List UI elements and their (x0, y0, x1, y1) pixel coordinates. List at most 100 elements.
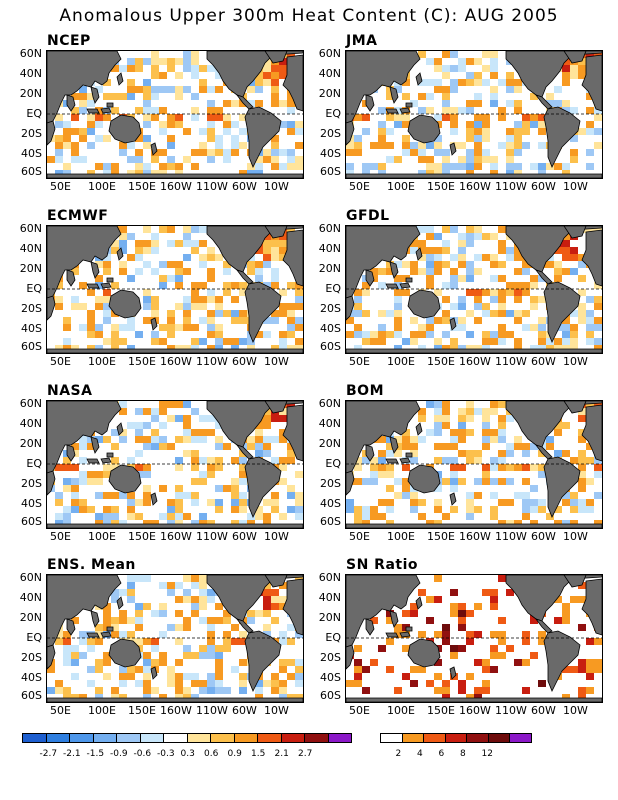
field-cell (271, 93, 279, 100)
anomaly-label: -2.1 (63, 749, 81, 759)
field-cell (594, 317, 602, 324)
field-cell (103, 610, 111, 617)
panel-title: GFDL (346, 208, 390, 224)
field-cell (506, 149, 514, 156)
field-cell (143, 303, 151, 310)
field-cell (514, 464, 522, 471)
sn-ratio-label: 2 (395, 749, 402, 759)
field-cell (482, 254, 490, 261)
field-cell (127, 65, 135, 72)
field-cell (263, 499, 271, 506)
field-cell (450, 275, 458, 282)
field-cell (514, 170, 522, 177)
field-cell (263, 443, 271, 450)
field-cell (346, 317, 354, 324)
field-cell (442, 72, 450, 79)
latitude-label: 40S (320, 322, 341, 335)
field-cell (522, 513, 530, 520)
land-mass (563, 575, 587, 588)
field-cell (95, 296, 103, 303)
field-cell (418, 226, 426, 233)
field-cell (426, 680, 434, 687)
land-mass (385, 277, 413, 289)
field-cell (578, 275, 586, 282)
field-cell (594, 492, 602, 499)
field-cell (183, 673, 191, 680)
field-cell (231, 478, 239, 485)
field-cell (562, 450, 570, 457)
field-cell (530, 114, 538, 121)
field-cell (191, 303, 199, 310)
field-cell (554, 100, 562, 107)
field-cell (418, 631, 426, 638)
field-cell (450, 121, 458, 128)
longitude-label: 160W (459, 180, 491, 193)
field-cell (111, 163, 119, 170)
field-cell (183, 652, 191, 659)
field-cell (394, 261, 402, 268)
longitude-label: 110W (196, 180, 228, 193)
field-cell (175, 520, 183, 527)
figure-title: Anomalous Upper 300m Heat Content (C): A… (59, 6, 559, 26)
field-cell (143, 289, 151, 296)
field-cell (199, 142, 207, 149)
field-cell (466, 79, 474, 86)
land-mass (86, 277, 114, 289)
field-cell (442, 422, 450, 429)
field-cell (127, 58, 135, 65)
field-cell (594, 638, 602, 645)
field-cell (370, 268, 378, 275)
field-cell (378, 142, 386, 149)
field-cell (79, 631, 87, 638)
field-cell (183, 513, 191, 520)
field-cell (346, 163, 354, 170)
field-cell (482, 429, 490, 436)
field-cell (474, 478, 482, 485)
field-cell (378, 331, 386, 338)
field-cell (127, 170, 135, 177)
longitude-label: 160W (160, 180, 192, 193)
field-cell (55, 282, 63, 289)
field-cell (482, 65, 490, 72)
field-cell (63, 638, 71, 645)
field-cell (95, 121, 103, 128)
field-cell (474, 603, 482, 610)
field-cell (151, 240, 159, 247)
field-cell (434, 233, 442, 240)
field-cell (87, 478, 95, 485)
anomaly-swatch (280, 733, 305, 743)
field-cell (287, 282, 295, 289)
field-cell (271, 247, 279, 254)
field-cell (378, 338, 386, 345)
field-cell (135, 422, 143, 429)
field-cell (207, 149, 215, 156)
field-cell (135, 666, 143, 673)
field-cell (522, 443, 530, 450)
field-cell (175, 268, 183, 275)
field-cell (578, 58, 586, 65)
field-cell (167, 240, 175, 247)
field-cell (231, 142, 239, 149)
field-cell (119, 631, 127, 638)
field-cell (215, 331, 223, 338)
field-cell (199, 513, 207, 520)
field-cell (498, 331, 506, 338)
field-cell (426, 429, 434, 436)
field-cell (466, 401, 474, 408)
field-cell (434, 142, 442, 149)
longitude-label: 60W (531, 704, 556, 717)
field-cell (354, 135, 362, 142)
field-cell (207, 289, 215, 296)
field-cell (279, 72, 287, 79)
field-cell (514, 338, 522, 345)
latitude-label: 60N (19, 571, 42, 584)
field-cell (127, 499, 135, 506)
field-cell (442, 401, 450, 408)
field-cell (103, 170, 111, 177)
land-mass (581, 54, 602, 112)
field-cell (191, 58, 199, 65)
field-cell (418, 142, 426, 149)
latitude-label: 20S (21, 302, 42, 315)
longitude-label: 60W (232, 530, 257, 543)
field-cell (231, 638, 239, 645)
